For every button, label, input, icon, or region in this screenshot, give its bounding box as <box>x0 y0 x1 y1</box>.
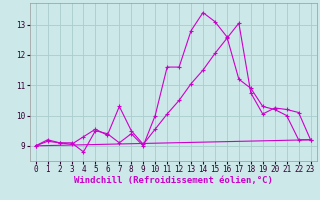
X-axis label: Windchill (Refroidissement éolien,°C): Windchill (Refroidissement éolien,°C) <box>74 176 273 185</box>
